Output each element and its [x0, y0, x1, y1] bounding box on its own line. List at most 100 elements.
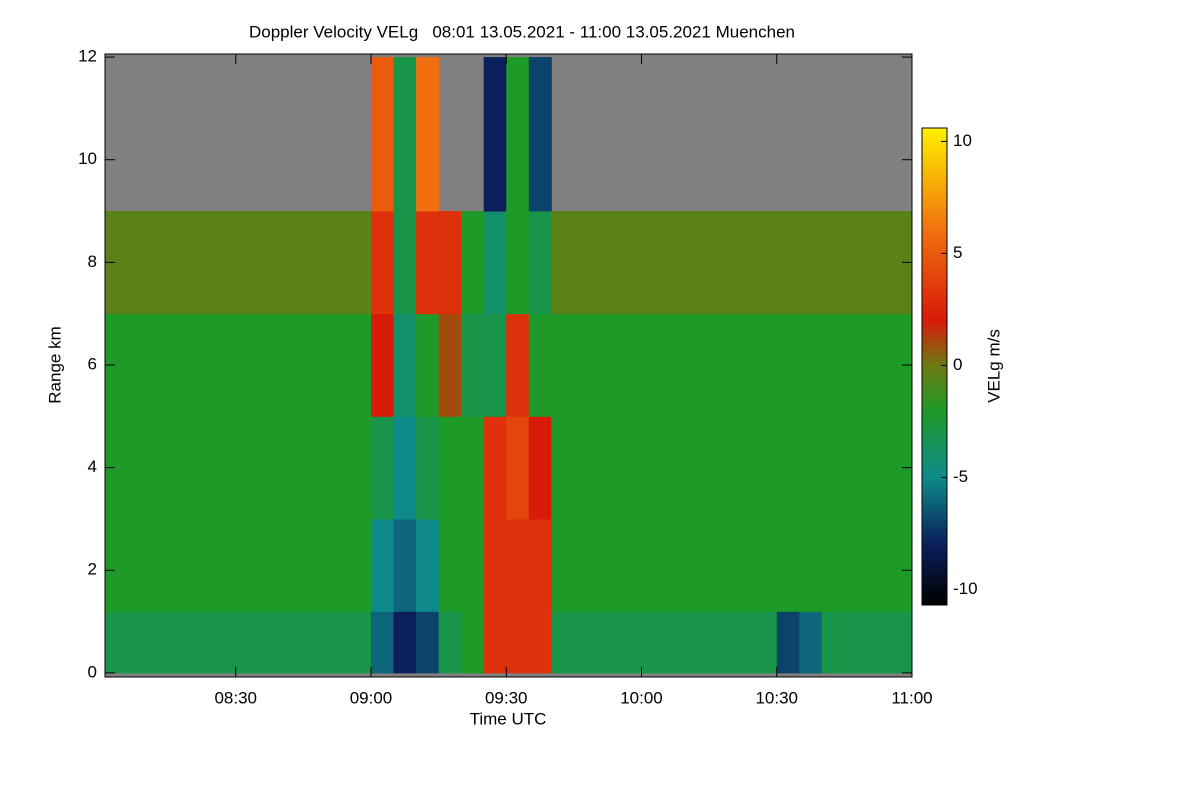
heat-cell: [641, 518, 665, 612]
heat-cell: [483, 611, 507, 674]
heat-cell: [213, 313, 237, 417]
heat-cell: [641, 313, 665, 417]
heat-cell: [325, 611, 349, 674]
heat-cell: [416, 313, 440, 417]
heat-cell: [799, 416, 823, 520]
heat-cell: [348, 518, 372, 612]
heat-cell: [664, 313, 688, 417]
heat-cell: [528, 611, 552, 674]
heat-cell: [506, 611, 530, 674]
heat-cell: [145, 211, 169, 315]
heat-cell: [641, 211, 665, 315]
colorbar-tick-label: -10: [953, 579, 978, 598]
heat-cell: [280, 611, 304, 674]
heat-cell: [235, 518, 259, 612]
heat-cell: [303, 211, 327, 315]
heat-cell: [506, 57, 530, 212]
heat-cell: [303, 518, 327, 612]
heat-cell: [573, 313, 597, 417]
heat-cell: [776, 313, 800, 417]
heat-cell: [438, 518, 462, 612]
heat-cell: [348, 313, 372, 417]
heat-cell: [213, 211, 237, 315]
heat-cell: [190, 416, 214, 520]
heat-cell: [709, 611, 733, 674]
heat-cell: [123, 416, 147, 520]
heat-cell: [709, 518, 733, 612]
heat-cell: [280, 313, 304, 417]
heat-cell: [731, 211, 755, 315]
heat-cell: [348, 611, 372, 674]
heat-cell: [776, 518, 800, 612]
heat-cell: [325, 518, 349, 612]
heat-cell: [528, 57, 552, 212]
heat-cell: [105, 518, 124, 612]
heat-cell: [258, 611, 282, 674]
heat-cell: [348, 416, 372, 520]
heat-cell: [190, 313, 214, 417]
heat-cell: [641, 611, 665, 674]
y-tick-label: 12: [78, 47, 97, 66]
heat-cell: [709, 313, 733, 417]
heat-cell: [618, 313, 642, 417]
heat-cell: [461, 611, 485, 674]
heat-cell: [528, 416, 552, 520]
heat-cell: [461, 313, 485, 417]
heat-cell: [596, 416, 620, 520]
heat-cell: [551, 211, 575, 315]
heat-cell: [105, 611, 124, 674]
heat-cell: [754, 313, 778, 417]
heat-cell: [438, 313, 462, 417]
heat-cell: [416, 57, 440, 212]
colorbar-tick-label: 0: [953, 355, 962, 374]
y-tick-label: 8: [88, 252, 97, 271]
heat-cell: [866, 518, 890, 612]
heat-cell: [303, 611, 327, 674]
heat-cell: [393, 416, 417, 520]
heat-cell: [551, 518, 575, 612]
heat-cell: [551, 416, 575, 520]
heat-cell: [280, 211, 304, 315]
heat-cell: [145, 416, 169, 520]
heat-cell: [190, 611, 214, 674]
heat-cell: [596, 518, 620, 612]
heat-cell: [416, 611, 440, 674]
heat-cell: [776, 416, 800, 520]
heat-cell: [483, 416, 507, 520]
heat-cell: [325, 416, 349, 520]
heat-cell: [889, 518, 913, 612]
heat-cell: [258, 313, 282, 417]
heat-cell: [866, 416, 890, 520]
heat-cell: [168, 211, 192, 315]
heat-cell: [844, 313, 868, 417]
heat-cell: [168, 416, 192, 520]
heat-cell: [370, 313, 395, 417]
heat-cell: [754, 211, 778, 315]
heat-cell: [235, 313, 259, 417]
heat-cell: [393, 518, 417, 612]
plot-frame: [104, 53, 913, 678]
heat-cell: [731, 518, 755, 612]
heat-cell: [123, 611, 147, 674]
heat-cell: [686, 211, 710, 315]
heat-cell: [551, 611, 575, 674]
heat-cell: [258, 211, 282, 315]
heat-cell: [618, 518, 642, 612]
x-tick-label: 08:30: [214, 688, 257, 707]
heat-cell: [123, 518, 147, 612]
heat-cell: [483, 57, 507, 212]
heat-cell: [618, 416, 642, 520]
heat-cell: [370, 211, 395, 315]
heat-cell: [889, 211, 913, 315]
heat-cell: [303, 313, 327, 417]
heat-cell: [258, 416, 282, 520]
heat-cell: [731, 611, 755, 674]
heat-cell: [551, 313, 575, 417]
y-axis-label: Range km: [45, 326, 64, 403]
heat-cell: [618, 611, 642, 674]
heat-cell: [325, 211, 349, 315]
heat-cell: [528, 313, 552, 417]
heat-cell: [483, 211, 507, 315]
heat-cell: [461, 416, 485, 520]
